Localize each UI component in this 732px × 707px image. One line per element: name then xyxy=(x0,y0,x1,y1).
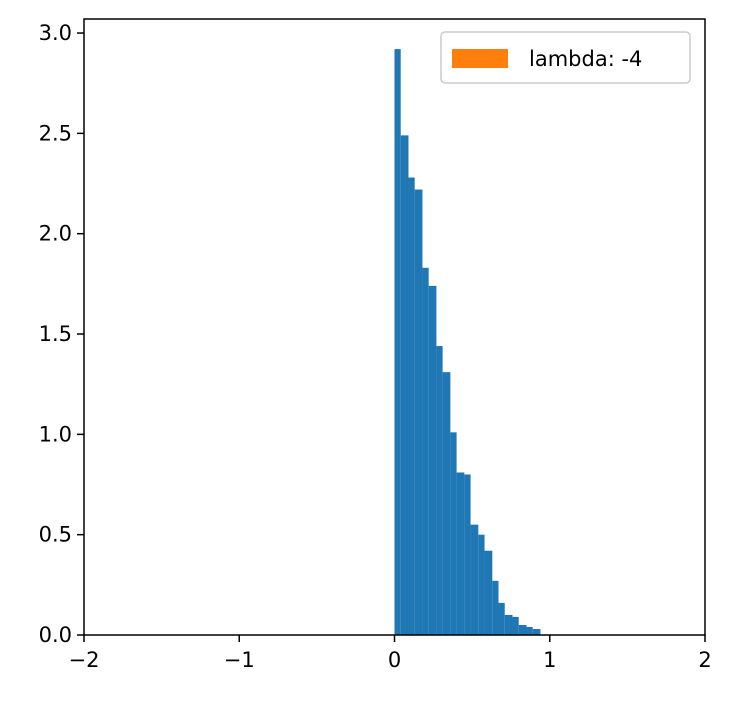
y-tick-label: 2.0 xyxy=(39,222,72,246)
x-tick-label: −1 xyxy=(224,648,255,672)
histogram-bar xyxy=(414,189,423,635)
histogram-bar xyxy=(394,49,401,636)
histogram-bar xyxy=(408,177,415,636)
histogram-bar xyxy=(450,432,457,635)
histogram-bar xyxy=(470,524,479,635)
histogram-bar xyxy=(532,628,541,635)
y-tick-label: 1.0 xyxy=(39,422,72,446)
histogram-bar xyxy=(478,534,485,635)
x-axis: −2 −1 0 1 2 xyxy=(69,635,712,672)
y-tick-label: 0.0 xyxy=(39,623,72,647)
histogram-bar xyxy=(484,550,493,635)
bars-layer xyxy=(394,49,541,636)
histogram-bar xyxy=(422,267,429,635)
legend-box xyxy=(440,31,691,84)
histogram-bar xyxy=(504,614,513,635)
y-tick-label: 3.0 xyxy=(39,21,72,45)
x-tick-label: 1 xyxy=(543,648,556,672)
histogram-bar xyxy=(512,616,519,635)
x-tick-label: 0 xyxy=(388,648,401,672)
histogram-bar xyxy=(436,346,443,635)
histogram-bar xyxy=(464,474,471,635)
histogram-bar xyxy=(498,602,505,635)
y-axis: 0.0 0.5 1.0 1.5 2.0 2.5 3.0 xyxy=(39,21,84,647)
y-tick-label: 1.5 xyxy=(39,322,72,346)
histogram-bar xyxy=(526,626,533,635)
histogram-bar xyxy=(518,624,527,635)
legend: lambda: -4 xyxy=(440,31,691,84)
histogram-bar xyxy=(400,135,409,635)
y-tick-label: 0.5 xyxy=(39,523,72,547)
histogram-bar xyxy=(456,472,465,635)
y-tick-label: 2.5 xyxy=(39,121,72,145)
x-tick-label: −2 xyxy=(69,648,100,672)
histogram-bar xyxy=(492,580,499,635)
x-tick-label: 2 xyxy=(698,648,711,672)
histogram-bar xyxy=(428,285,437,635)
histogram-bar xyxy=(442,372,451,635)
legend-swatch xyxy=(452,49,508,68)
legend-label: lambda: -4 xyxy=(529,47,642,71)
